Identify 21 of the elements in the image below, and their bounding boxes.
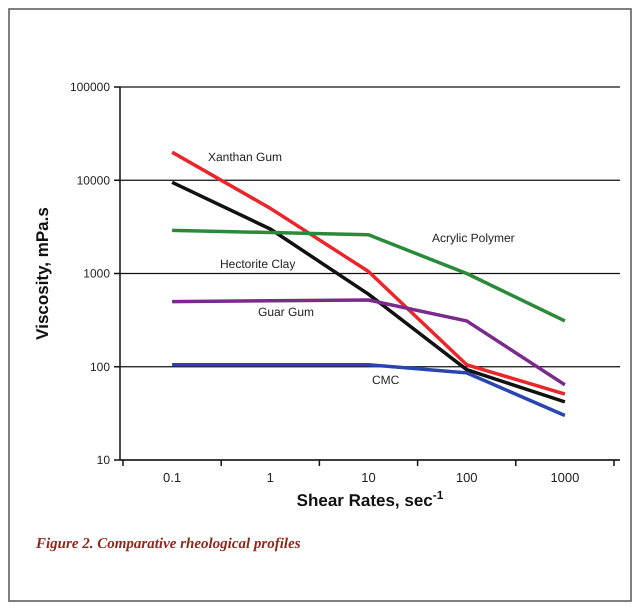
line-series <box>170 298 567 387</box>
line-series <box>170 228 567 323</box>
x-axis-title: Shear Rates, sec$^{-1}$ <box>296 488 444 510</box>
y-tick-label: 10000 <box>76 173 110 188</box>
y-tick-label: 1000 <box>83 266 110 281</box>
caption: Figure 2. Comparative rheological profiles <box>35 536 301 552</box>
series-label: CMC <box>372 373 400 387</box>
x-tick-label: 10 <box>361 470 376 485</box>
y-axis-title: Viscosity, mPa.s <box>33 207 52 340</box>
series-label: Acrylic Polymer <box>432 231 515 245</box>
y-tick-label: 100000 <box>70 80 110 94</box>
x-tick-label: 1 <box>266 470 274 485</box>
y-tick-label: 100 <box>90 360 110 374</box>
x-tick-label: 0.1 <box>163 470 182 485</box>
x-tick-label: 100 <box>456 470 478 485</box>
series-label: Guar Gum <box>258 305 314 319</box>
y-tick-label: 10 <box>96 453 110 468</box>
series-label: Hectorite Clay <box>220 257 296 271</box>
line-series <box>170 150 567 396</box>
x-tick-label: 1000 <box>550 470 580 485</box>
series-label: Xanthan Gum <box>208 150 282 164</box>
